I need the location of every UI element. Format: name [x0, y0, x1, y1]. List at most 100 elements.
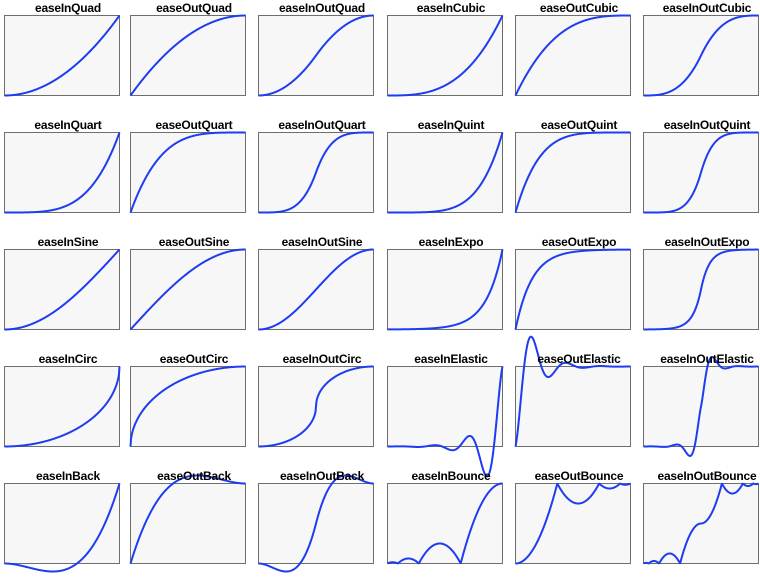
panel-ease-in-out-cubic: easeInOutCubic — [642, 0, 760, 117]
panel-title: easeInCubic — [416, 1, 486, 15]
easing-curve — [514, 131, 632, 213]
panel-ease-in-quad: easeInQuad — [3, 0, 132, 117]
panel-plot — [129, 248, 247, 331]
easing-curve — [3, 14, 121, 97]
easing-curve — [3, 248, 121, 331]
panel-ease-out-elastic: easeOutElastic — [514, 335, 643, 468]
easing-curve — [642, 131, 760, 214]
easing-curve — [386, 366, 504, 478]
plot-frame — [387, 249, 503, 330]
panel-plot — [386, 366, 504, 478]
panel-ease-in-out-bounce: easeInOutBounce — [642, 468, 760, 585]
panel-title: easeInQuint — [417, 118, 485, 132]
panel-ease-in-out-expo: easeInOutExpo — [642, 234, 760, 351]
panel-title: easeOutExpo — [541, 235, 617, 249]
panel-ease-in-circ: easeInCirc — [3, 351, 132, 468]
panel-ease-in-out-circ: easeInOutCirc — [257, 351, 386, 468]
plot-frame — [130, 15, 246, 96]
panel-ease-out-sine: easeOutSine — [129, 234, 258, 351]
panel-plot — [642, 131, 760, 214]
panel-title: easeInOutElastic — [660, 352, 754, 366]
easing-curve — [257, 131, 375, 214]
easing-curve — [129, 131, 247, 213]
panel-plot — [514, 482, 632, 565]
panel-title: easeOutCubic — [539, 1, 619, 15]
panel-title: easeInSine — [37, 235, 99, 249]
panel-plot — [129, 131, 247, 213]
panel-title: easeInCirc — [38, 352, 98, 366]
panel-ease-out-circ: easeOutCirc — [129, 351, 258, 468]
panel-plot — [386, 482, 504, 565]
panel-title: easeInOutCirc — [282, 352, 362, 366]
panel-title: easeInOutExpo — [664, 235, 750, 249]
easing-curve — [642, 14, 760, 97]
panel-title: easeOutQuint — [540, 118, 618, 132]
panel-plot — [642, 482, 760, 565]
panel-plot — [257, 14, 375, 97]
panel-title: easeOutElastic — [537, 352, 621, 366]
panel-ease-out-quad: easeOutQuad — [129, 0, 258, 117]
panel-title: easeInBounce — [411, 469, 491, 483]
easing-curve — [3, 483, 121, 573]
easing-curve — [386, 15, 504, 97]
plot-frame — [130, 366, 246, 447]
panel-ease-out-back: easeOutBack — [129, 468, 258, 585]
panel-ease-in-quart: easeInQuart — [3, 117, 132, 234]
panel-plot — [3, 14, 121, 97]
panel-ease-in-out-quint: easeInOutQuint — [642, 117, 760, 234]
plot-frame — [130, 483, 246, 564]
panel-plot — [642, 248, 760, 331]
panel-plot — [129, 14, 247, 97]
panel-title: easeOutBounce — [534, 469, 624, 483]
panel-plot — [386, 15, 504, 97]
panel-plot — [3, 248, 121, 331]
plot-frame — [515, 249, 631, 330]
panel-plot — [3, 483, 121, 573]
panel-title: easeInOutBack — [279, 469, 365, 483]
easing-curve — [129, 365, 247, 447]
panel-title: easeInElastic — [414, 352, 488, 366]
easing-curve — [514, 335, 632, 447]
panel-plot — [257, 131, 375, 214]
easing-curve — [129, 248, 247, 331]
easing-curve — [257, 365, 375, 448]
panel-title: easeInOutQuad — [278, 1, 366, 15]
plot-frame — [4, 483, 120, 564]
plot-frame — [4, 15, 120, 96]
easing-curve — [642, 482, 760, 565]
easing-curve — [257, 474, 375, 573]
panel-title: easeOutQuad — [156, 1, 232, 15]
panel-ease-in-bounce: easeInBounce — [386, 468, 515, 585]
panel-ease-in-out-quad: easeInOutQuad — [257, 0, 386, 117]
easing-curve — [386, 132, 504, 214]
panel-ease-in-expo: easeInExpo — [386, 234, 515, 351]
plot-frame — [643, 249, 759, 330]
panel-ease-in-quint: easeInQuint — [386, 117, 515, 234]
panel-title: easeOutCirc — [159, 352, 229, 366]
easing-curve — [129, 14, 247, 97]
plot-frame — [387, 366, 503, 447]
easing-curve — [3, 366, 121, 448]
easing-curve — [514, 482, 632, 565]
panel-ease-out-bounce: easeOutBounce — [514, 468, 643, 585]
panel-title: easeInQuart — [34, 118, 102, 132]
plot-frame — [387, 483, 503, 564]
panel-title: easeInOutQuart — [278, 118, 366, 132]
easing-curve — [3, 132, 121, 214]
panel-ease-in-out-sine: easeInOutSine — [257, 234, 386, 351]
panel-ease-in-out-back: easeInOutBack — [257, 468, 386, 585]
panel-ease-in-out-elastic: easeInOutElastic — [642, 351, 760, 468]
panel-title: easeInOutBounce — [657, 469, 757, 483]
easing-curve — [257, 248, 375, 331]
panel-plot — [3, 366, 121, 448]
easing-curve — [257, 14, 375, 97]
easing-curve — [514, 248, 632, 330]
easing-curve — [129, 474, 247, 564]
panel-plot — [514, 335, 632, 447]
panel-title: easeInOutSine — [281, 235, 363, 249]
plot-frame — [515, 366, 631, 447]
panel-ease-out-cubic: easeOutCubic — [514, 0, 643, 117]
panel-title: easeOutQuart — [155, 118, 233, 132]
panel-title: easeInBack — [35, 469, 101, 483]
